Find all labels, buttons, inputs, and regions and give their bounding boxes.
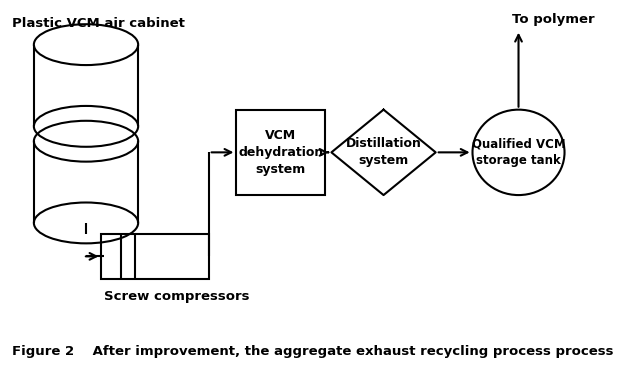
Text: Plastic VCM air cabinet: Plastic VCM air cabinet xyxy=(13,17,185,30)
Bar xyxy=(101,234,208,279)
Bar xyxy=(237,110,326,195)
Text: Figure 2    After improvement, the aggregate exhaust recycling process process: Figure 2 After improvement, the aggregat… xyxy=(13,346,614,359)
Text: Screw compressors: Screw compressors xyxy=(105,290,250,303)
Text: VCM
dehydration
system: VCM dehydration system xyxy=(238,129,324,176)
Text: Distillation
system: Distillation system xyxy=(346,137,421,168)
Text: To polymer: To polymer xyxy=(512,13,595,26)
Text: Qualified VCM
storage tank: Qualified VCM storage tank xyxy=(472,137,565,168)
